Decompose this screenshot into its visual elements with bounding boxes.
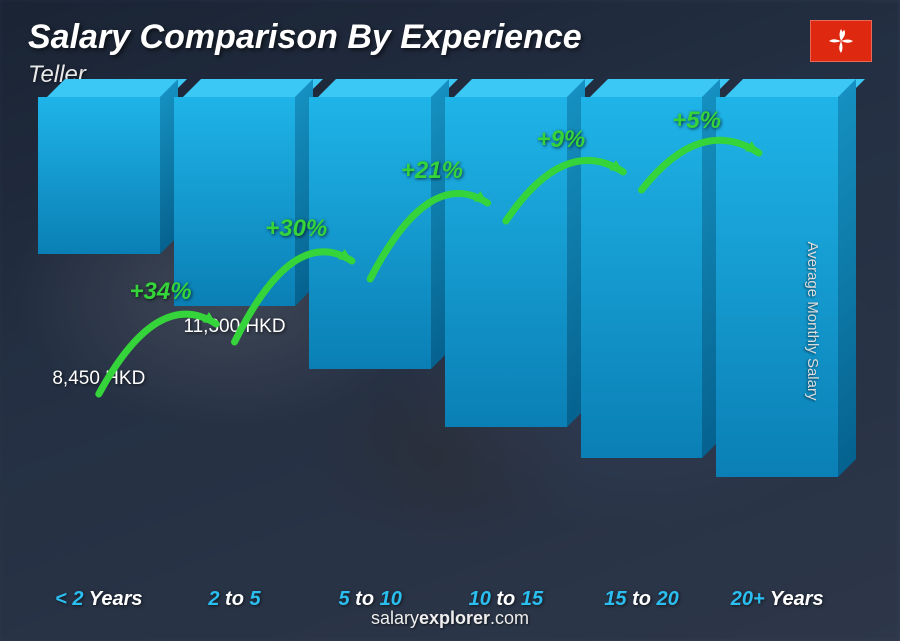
chart-title: Salary Comparison By Experience <box>28 18 872 57</box>
y-axis-label: Average Monthly Salary <box>804 241 821 400</box>
bar <box>174 97 296 306</box>
footer-prefix: salary <box>371 608 419 628</box>
chart-area: 8,450 HKD< 2 Years11,300 HKD2 to 514,700… <box>38 97 838 577</box>
bar-group: 17,800 HKD10 to 15 <box>445 97 567 577</box>
bar-group: 19,500 HKD15 to 20 <box>581 97 703 577</box>
hong-kong-flag-icon <box>810 20 872 62</box>
bar-group: 8,450 HKD< 2 Years <box>38 97 160 577</box>
bar-value-label: 11,300 HKD <box>183 316 285 338</box>
pct-increase-label: +34% <box>130 278 192 306</box>
footer-bold: explorer <box>419 608 490 628</box>
bar-group: 11,300 HKD2 to 5 <box>174 97 296 577</box>
footer-suffix: .com <box>490 608 529 628</box>
bar <box>309 97 431 369</box>
pct-increase-label: +30% <box>265 215 327 243</box>
bar <box>38 97 160 254</box>
footer-attribution: salaryexplorer.com <box>0 608 900 629</box>
bar <box>581 97 703 458</box>
pct-increase-label: +5% <box>672 107 721 135</box>
pct-increase-label: +21% <box>401 157 463 185</box>
bar-value-label: 8,450 HKD <box>52 368 145 390</box>
pct-increase-label: +9% <box>537 126 586 154</box>
